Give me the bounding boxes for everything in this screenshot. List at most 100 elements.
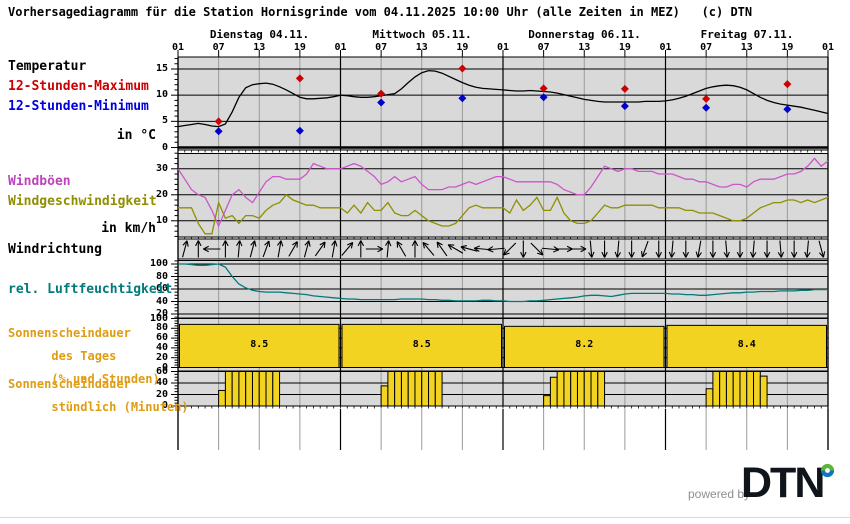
sunshine-daily-bar bbox=[179, 323, 340, 369]
sunshine-hourly-bar bbox=[224, 371, 233, 407]
label-wind-speed: Windgeschwindigkeit bbox=[8, 194, 157, 209]
label-sunshine-hourly-line1: Sonnenscheindauer bbox=[8, 377, 131, 391]
y-tick-label: 40 bbox=[155, 377, 168, 388]
y-tick-label: 5 bbox=[161, 115, 168, 127]
sunshine-hourly-bar bbox=[421, 371, 430, 407]
label-sunshine-hourly: Sonnenscheindauer stündlich (Minuten) bbox=[8, 377, 189, 414]
y-tick-label: 80 bbox=[155, 270, 168, 282]
sunshine-hourly-bar bbox=[746, 371, 755, 407]
sunshine-hourly-bar bbox=[543, 395, 551, 407]
min-marker bbox=[458, 94, 467, 103]
time-tick-label: 07 bbox=[375, 42, 388, 53]
y-tick-label: 20 bbox=[155, 308, 168, 319]
sunshine-hourly-bar bbox=[251, 371, 260, 407]
label-temp-unit: in °C bbox=[116, 128, 156, 143]
sunshine-hourly-bar bbox=[597, 371, 606, 407]
sunshine-hourly-bar bbox=[380, 385, 389, 407]
y-tick-label: 40 bbox=[155, 341, 168, 353]
time-tick-label: 01 bbox=[821, 42, 835, 53]
time-tick-label: 19 bbox=[293, 42, 306, 53]
min-marker bbox=[539, 93, 548, 102]
powered-by-text: powered by bbox=[688, 487, 751, 501]
sunshine-hourly-bar bbox=[434, 371, 443, 407]
y-tick-label: 0 bbox=[161, 400, 168, 411]
label-sunshine-daily-line2: des Tages bbox=[51, 349, 117, 363]
label-wind-gusts: Windböen bbox=[8, 174, 71, 189]
sunshine-hourly-bar bbox=[394, 371, 402, 407]
y-tick-label: 10 bbox=[155, 214, 168, 226]
sunshine-hourly-bar bbox=[590, 371, 599, 407]
max-marker bbox=[377, 89, 386, 98]
time-tick-label: 13 bbox=[578, 42, 591, 53]
y-tick-label: 15 bbox=[155, 63, 168, 74]
y-tick-label: 60 bbox=[155, 283, 168, 294]
dtn-logo-text: DTN bbox=[741, 459, 825, 507]
sunshine-hourly-bar bbox=[400, 371, 409, 407]
time-tick-label: 01 bbox=[659, 42, 672, 53]
max-marker bbox=[458, 64, 467, 73]
sunshine-hourly-bar bbox=[238, 371, 247, 407]
sunshine-hourly-bar bbox=[725, 371, 734, 407]
time-tick-label: 01 bbox=[334, 42, 347, 53]
min-marker bbox=[620, 102, 629, 111]
sunshine-hourly-bar bbox=[258, 371, 267, 407]
time-tick-label: 07 bbox=[700, 42, 713, 53]
y-tick-label: 10 bbox=[155, 89, 168, 101]
sunshine-daily-value: 8.5 bbox=[250, 339, 268, 350]
min-marker bbox=[783, 105, 792, 114]
sunshine-hourly-bar bbox=[218, 389, 226, 407]
max-marker bbox=[702, 94, 711, 103]
sunshine-daily-bar bbox=[341, 323, 502, 369]
y-tick-label: 100 bbox=[149, 258, 168, 269]
sunshine-hourly-bar bbox=[576, 371, 585, 407]
label-sunshine-daily-line1: Sonnenscheindauer bbox=[8, 326, 131, 340]
sunshine-hourly-bar bbox=[570, 371, 578, 407]
sunshine-hourly-bar bbox=[739, 371, 748, 407]
time-tick-label: 07 bbox=[212, 42, 225, 53]
sunshine-hourly-bar bbox=[549, 376, 558, 407]
label-12h-maximum: 12-Stunden-Maximum bbox=[8, 79, 149, 94]
sunshine-hourly-bar bbox=[732, 371, 741, 407]
time-tick-label: 07 bbox=[537, 42, 550, 53]
sunshine-hourly-bar bbox=[428, 371, 436, 407]
time-tick-label: 13 bbox=[253, 42, 266, 53]
min-marker bbox=[702, 103, 711, 112]
time-tick-label: 13 bbox=[740, 42, 753, 53]
max-marker bbox=[620, 84, 629, 93]
sunshine-daily-value: 8.5 bbox=[413, 339, 431, 350]
diagram-title: Vorhersagediagramm für die Station Horni… bbox=[8, 5, 753, 19]
sunshine-hourly-bar bbox=[759, 375, 768, 407]
sunshine-daily-value: 8.2 bbox=[575, 339, 593, 350]
time-tick-label: 19 bbox=[618, 42, 631, 53]
sunshine-hourly-bar bbox=[753, 371, 761, 407]
day-header: Freitag 07.11. bbox=[700, 28, 794, 41]
sunshine-hourly-bar bbox=[245, 371, 253, 407]
max-marker bbox=[214, 117, 223, 126]
label-wind-unit: in km/h bbox=[101, 221, 156, 236]
time-tick-label: 19 bbox=[781, 42, 794, 53]
sunshine-daily-bar bbox=[504, 325, 665, 368]
day-header: Donnerstag 06.11. bbox=[528, 28, 641, 41]
max-marker bbox=[783, 80, 792, 89]
label-wind-direction: Windrichtung bbox=[8, 242, 102, 257]
sunshine-hourly-bar bbox=[583, 371, 592, 407]
max-marker bbox=[539, 84, 548, 93]
label-humidity: rel. Luftfeuchtigkeit bbox=[8, 282, 173, 297]
label-sunshine-daily: Sonnenscheindauer des Tages (% und Stund… bbox=[8, 326, 160, 386]
sunshine-hourly-bar bbox=[231, 371, 240, 407]
sunshine-daily-bar bbox=[666, 324, 827, 368]
sunshine-hourly-bar bbox=[272, 371, 281, 407]
time-tick-label: 01 bbox=[171, 42, 185, 53]
sunshine-hourly-bar bbox=[712, 371, 721, 407]
sunshine-hourly-bar bbox=[719, 371, 727, 407]
y-tick-label: 0 bbox=[161, 361, 168, 373]
y-tick-label: 20 bbox=[155, 188, 168, 200]
y-tick-label: 100 bbox=[149, 312, 168, 324]
label-sunshine-daily-line3: (% und Stunden) bbox=[51, 372, 160, 386]
sunshine-hourly-bar bbox=[407, 371, 416, 407]
sunshine-hourly-bar bbox=[556, 371, 565, 407]
y-tick-label: 60 bbox=[155, 332, 168, 344]
y-tick-label: 20 bbox=[155, 351, 168, 363]
sunshine-hourly-bar bbox=[563, 371, 572, 407]
